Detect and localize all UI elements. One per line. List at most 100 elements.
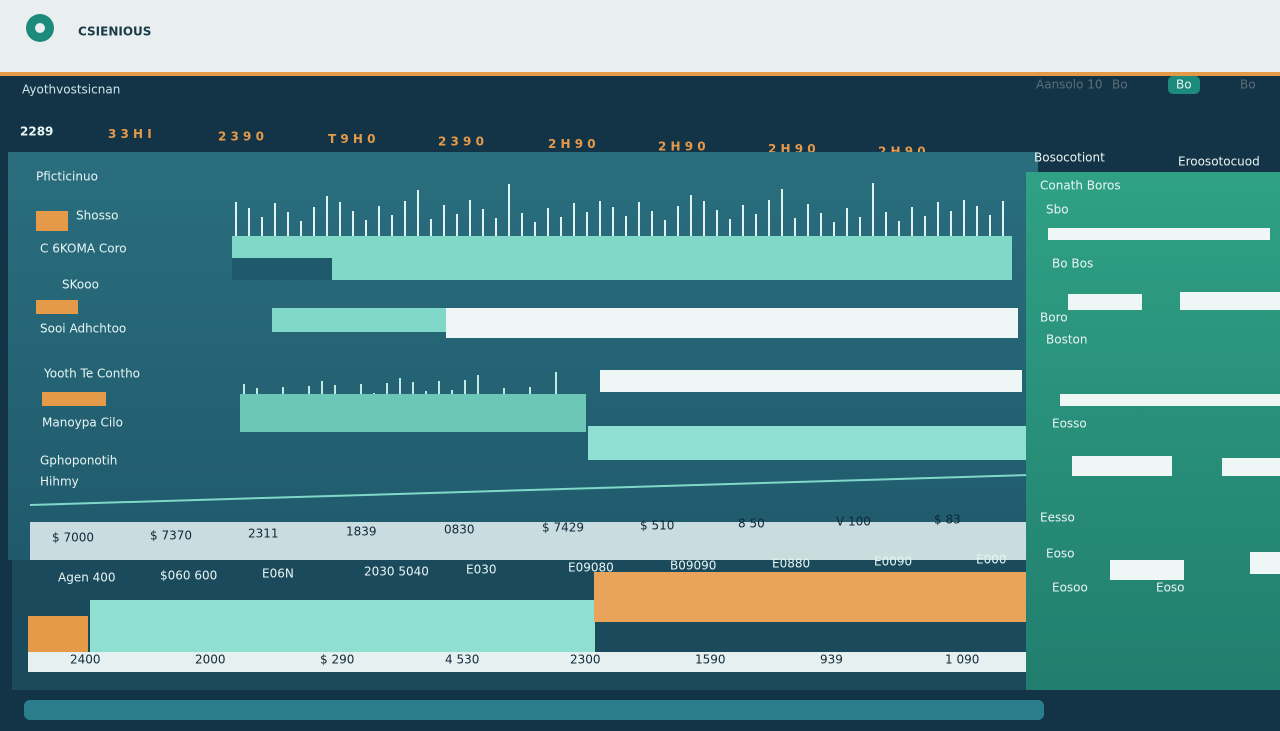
- nav-item: Bo: [1112, 78, 1128, 92]
- side-labels: Conath Boros Sbo Bo Bos Boro Boston Eosso Eess…: [1040, 179, 1185, 595]
- col-label: $060 600: [160, 569, 217, 583]
- axis-label: 2300: [570, 653, 601, 667]
- row-label: SKooo: [62, 278, 99, 292]
- stat: T 9 H 0: [328, 132, 375, 146]
- side-label: Bo Bos: [1052, 257, 1093, 271]
- bottom-axis: 2400 2000 $ 290 4 530 2300 1590 939 1 090: [70, 653, 979, 667]
- axis-strip: [28, 652, 1044, 672]
- row-label: C 6KOMA Coro: [40, 242, 127, 256]
- row-label: Sooi Adhchtoo: [40, 322, 126, 336]
- panel-values: $ 7000 $ 7370 2311 1839 0830 $ 7429 $ 510 8 50 V…: [52, 513, 961, 545]
- axis-label: 1 090: [945, 653, 979, 667]
- band: [240, 394, 586, 432]
- value: $ 510: [640, 519, 674, 533]
- value: V 100: [836, 515, 871, 529]
- nav-item: Bo: [1176, 78, 1192, 92]
- logo-dot: [35, 23, 45, 33]
- side-label: Sbo: [1046, 203, 1069, 217]
- axis-label: 4 530: [445, 653, 479, 667]
- side-label: Boro: [1040, 311, 1068, 325]
- side-label: Conath Boros: [1040, 179, 1121, 193]
- legend-swatch: [36, 211, 68, 231]
- nav-item: Aansolo 10: [1036, 78, 1103, 92]
- row-label: Yooth Te Contho: [43, 367, 140, 381]
- legend-swatch: [42, 392, 106, 406]
- value: $ 7370: [150, 529, 192, 543]
- side-label: Eoso: [1156, 581, 1185, 595]
- brand: CSIENIOUS: [78, 25, 151, 39]
- col-label: Agen 400: [58, 571, 116, 585]
- stat: 2 3 9 0: [438, 135, 484, 149]
- col-label: 2030 5040: [364, 565, 429, 579]
- nav-button[interactable]: [1168, 76, 1200, 94]
- col-label: E09080: [568, 561, 614, 575]
- band: [232, 236, 1012, 280]
- side-bar: [1060, 394, 1280, 406]
- value: $ 7000: [52, 531, 94, 545]
- axis-label: 2000: [195, 653, 226, 667]
- side-label: Eoso: [1046, 547, 1075, 561]
- side-label: Eosoo: [1052, 581, 1088, 595]
- band-gap: [232, 258, 332, 280]
- nav: Aansolo 10 Bo Bo Bo: [1036, 78, 1256, 92]
- value: 1839: [346, 525, 377, 539]
- col-label: E030: [466, 563, 497, 577]
- value: 8 50: [738, 517, 765, 531]
- col-label: E000: [976, 553, 1007, 567]
- legend-swatch: [36, 300, 78, 314]
- side-bar: [1048, 228, 1270, 240]
- side-label: Boston: [1046, 333, 1087, 347]
- accent-line: [0, 72, 1280, 76]
- panel-title: Pficticinuo: [36, 170, 98, 184]
- axis-label: $ 290: [320, 653, 354, 667]
- value: 2311: [248, 527, 279, 541]
- col-label: E0880: [772, 557, 810, 571]
- subtitle: Ayothvostsicnan: [22, 83, 120, 97]
- bottom-labels: Agen 400 $060 600 E06N 2030 5040 E030 E09080 B…: [58, 553, 1007, 585]
- side-bar: [1180, 292, 1280, 310]
- row-label: Hihmy: [40, 475, 79, 489]
- bar: [28, 616, 88, 652]
- stat: 2 H 9 0: [548, 137, 596, 151]
- bar: [594, 572, 1042, 622]
- stat: 3 3 H I: [108, 127, 152, 141]
- value: 0830: [444, 523, 475, 537]
- row-label: Manoypa Cilo: [42, 416, 123, 430]
- band: [588, 426, 1030, 460]
- panel-labels: Shosso C 6KOMA Coro SKooo Sooi Adhchtoo Yoot…: [40, 209, 140, 489]
- value: $ 83: [934, 513, 961, 527]
- side-bar: [1222, 458, 1280, 476]
- axis-label: 939: [820, 653, 843, 667]
- col-label: E0090: [874, 555, 912, 569]
- header-bar: [0, 0, 1280, 72]
- side-title: Bosocotiont: [1034, 151, 1105, 165]
- side-panel: [1026, 172, 1280, 690]
- value-strip: [30, 522, 1038, 560]
- stat: 2289: [20, 125, 53, 139]
- side-bar: [1072, 456, 1172, 476]
- scrollbar[interactable]: [24, 700, 1044, 720]
- stat: 2 3 9 0: [218, 130, 264, 144]
- side-label: Eesso: [1040, 511, 1075, 525]
- side-bar: [1110, 560, 1184, 580]
- axis-label: 2400: [70, 653, 101, 667]
- row-label: Shosso: [76, 209, 118, 223]
- trend-line: [29, 474, 1031, 506]
- band: [600, 370, 1022, 392]
- stat: 2 H 9 0: [658, 140, 706, 154]
- row-label: Gphoponotih: [40, 454, 117, 468]
- value: $ 7429: [542, 521, 584, 535]
- side-bar: [1250, 552, 1280, 574]
- side-label: Eosso: [1052, 417, 1087, 431]
- nav-item: Bo: [1240, 78, 1256, 92]
- col-label: E06N: [262, 567, 294, 581]
- side-subtitle: Eroosotocuod: [1178, 155, 1260, 169]
- band: [446, 308, 1018, 338]
- axis-label: 1590: [695, 653, 726, 667]
- band: [272, 308, 447, 332]
- col-label: B09090: [670, 559, 716, 573]
- bar: [90, 600, 595, 652]
- side-bar: [1068, 294, 1142, 310]
